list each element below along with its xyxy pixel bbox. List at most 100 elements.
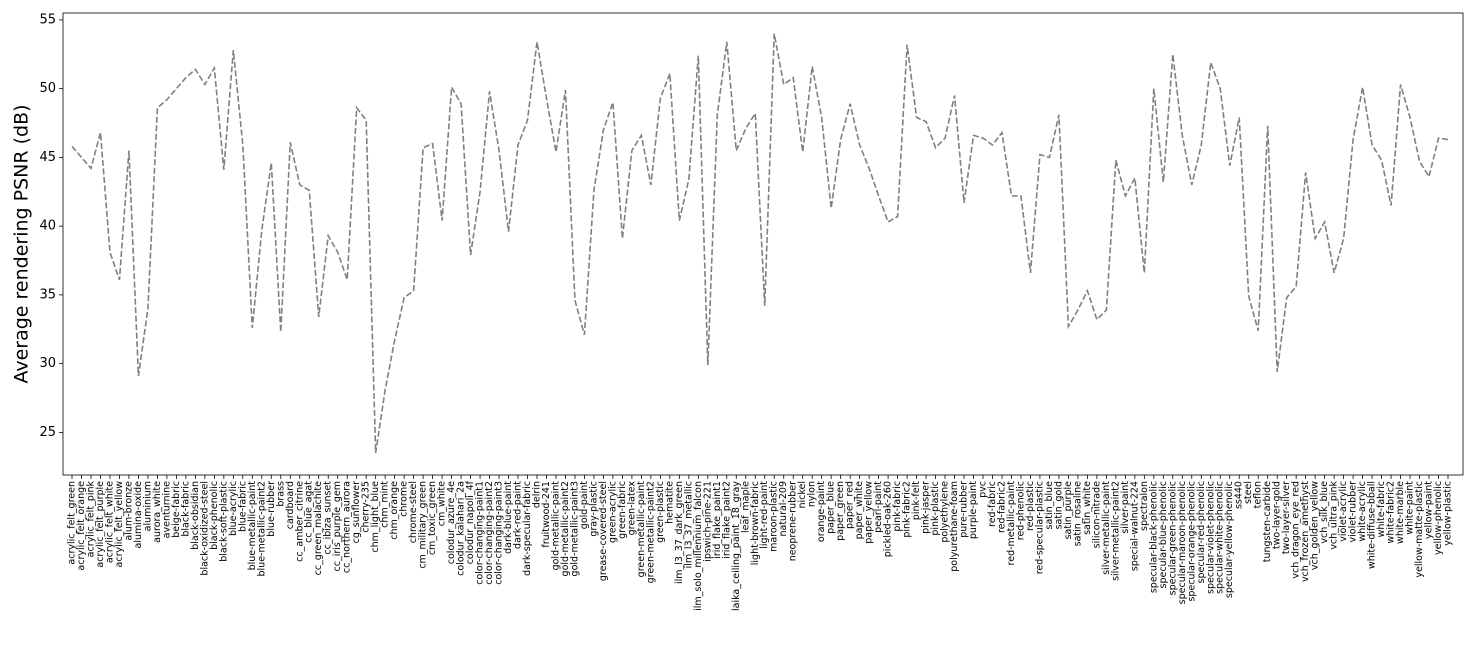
x-tick-label: black-soft-plastic xyxy=(218,481,229,562)
x-tick-label: cc_northern_aurora xyxy=(342,481,353,573)
x-tick-label: cm_toxic_green xyxy=(427,481,438,555)
x-tick-label: purple-paint xyxy=(968,481,979,539)
y-axis-label: Average rendering PSNR (dB) xyxy=(11,104,33,383)
x-tick-label: vch_golden_yellow xyxy=(1310,481,1321,570)
x-tick-label: silver-metallic-paint xyxy=(1101,481,1112,575)
x-tick-label: white-diffuse-bball xyxy=(1367,481,1378,569)
x-tick-label: ss440 xyxy=(1234,481,1245,509)
x-tick-label: violet-acrylic xyxy=(1338,481,1349,542)
x-tick-label: red-metallic-paint xyxy=(1006,481,1017,566)
x-tick-label: specular-yellow-phenolic xyxy=(1224,481,1235,598)
x-tick-label: gray-plastic xyxy=(588,481,599,537)
y-tick-label: 35 xyxy=(39,287,56,302)
x-tick-label: red-fabric xyxy=(987,481,998,527)
x-tick-label: special-walnut-224 xyxy=(1129,481,1140,571)
x-tick-label: colodur_azure_4e xyxy=(446,481,457,564)
x-tick-label: blue-metallic-paint2 xyxy=(256,481,267,576)
x-tick-label: green-acrylic xyxy=(607,481,618,543)
x-tick-label: brass xyxy=(275,481,286,507)
x-tick-label: blue-metallic-paint xyxy=(247,481,258,571)
x-tick-label: acrylic_felt_pink xyxy=(85,481,96,558)
x-tick-label: black-oxidized-steel xyxy=(199,481,210,576)
x-tick-label: chrome-steel xyxy=(408,481,419,543)
x-tick-label: acrylic_felt_orange xyxy=(76,481,87,571)
x-tick-label: dark-blue-paint xyxy=(503,481,514,554)
x-tick-label: specular-green-phenolic xyxy=(1167,481,1178,595)
x-tick-label: spectralon xyxy=(1139,481,1150,531)
x-tick-label: gold-metallic-paint3 xyxy=(569,481,580,576)
x-tick-label: hematite xyxy=(664,481,675,524)
data-line xyxy=(71,33,1449,454)
x-tick-label: cc_iris_purple_gem xyxy=(332,481,343,571)
x-tick-label: gold-metallic-paint2 xyxy=(560,481,571,576)
y-tick-label: 25 xyxy=(39,425,56,440)
x-tick-label: pure-rubber xyxy=(959,481,970,538)
x-tick-label: paper_green xyxy=(835,481,846,541)
x-tick-label: specular-white-phenolic xyxy=(1215,481,1226,594)
x-tick-label: satin_white xyxy=(1082,481,1093,535)
y-tick-label: 55 xyxy=(39,12,56,27)
x-tick-label: light-brown-fabric xyxy=(750,481,761,565)
x-tick-label: acrylic_felt_green xyxy=(67,481,78,565)
x-tick-label: pink-jasper xyxy=(921,481,932,534)
x-tick-label: blue-fabric xyxy=(237,481,248,532)
x-tick-label: beige-fabric xyxy=(171,481,182,538)
x-tick-label: aurora_white xyxy=(152,481,163,543)
x-tick-label: specular-blue-phenolic xyxy=(1158,481,1169,588)
x-tick-label: tungsten-carbide xyxy=(1262,481,1273,562)
x-tick-label: yellow-phenolic xyxy=(1433,481,1444,555)
x-tick-label: white-fabric xyxy=(1376,481,1387,537)
y-tick-label: 45 xyxy=(39,150,56,165)
x-tick-label: red-specular-plastic xyxy=(1034,481,1045,574)
y-tick-label: 30 xyxy=(39,356,56,371)
x-tick-label: cc_amber_citrine xyxy=(294,481,305,562)
plot-frame xyxy=(62,12,1464,476)
x-tick-label: green-latex xyxy=(626,481,637,536)
x-tick-label: specular-black-phenolic xyxy=(1148,481,1159,593)
x-tick-label: blue-rubber xyxy=(266,481,277,537)
x-tick-label: satin_blue xyxy=(1044,481,1055,530)
x-tick-label: vch_frozen_amethyst xyxy=(1300,481,1311,582)
x-tick-label: yellow-matte-plastic xyxy=(1414,481,1425,578)
x-tick-label: teflon xyxy=(1253,481,1264,508)
x-tick-label: paper_red xyxy=(845,481,856,529)
x-tick-label: black-obsidian xyxy=(190,481,201,550)
x-tick-label: maroon-plastic xyxy=(769,481,780,552)
x-tick-label: irid_flake_paint2 xyxy=(721,481,732,559)
x-tick-label: pvc xyxy=(978,481,989,498)
x-tick-label: acrylic_felt_purple xyxy=(95,481,106,568)
x-tick-label: ilm_l3_37_metallic xyxy=(683,481,694,568)
x-tick-label: color-changing-paint1 xyxy=(475,481,486,585)
x-tick-label: pink-fabric2 xyxy=(902,481,913,538)
x-tick-label: cherry-235 xyxy=(361,481,372,533)
x-tick-label: gold-paint xyxy=(579,481,590,529)
x-tick-label: pickled-oak-260 xyxy=(883,481,894,557)
x-tick-label: black-fabric xyxy=(180,481,191,537)
x-tick-label: green-metallic-paint2 xyxy=(645,481,656,583)
x-tick-label: silver-paint xyxy=(1120,481,1131,534)
x-tick-label: alum-bronze xyxy=(123,481,134,541)
x-tick-label: white-fabric2 xyxy=(1386,481,1397,543)
y-tick-label: 50 xyxy=(39,81,56,96)
x-tick-label: red-phenolic xyxy=(1015,481,1026,540)
x-tick-label: dark-specular-fabric xyxy=(522,481,533,576)
x-tick-label: yellow-plastic xyxy=(1443,481,1454,546)
x-tick-label: leaf_maple xyxy=(740,481,751,533)
x-tick-label: aluminium xyxy=(142,481,153,531)
x-tick-label: blue-acrylic xyxy=(228,481,239,536)
x-tick-label: ipswich-pine-221 xyxy=(702,481,713,562)
x-tick-label: pink-felt xyxy=(911,481,922,520)
x-tick-label: cm_military_green xyxy=(418,481,429,569)
x-tick-label: green-fabric xyxy=(617,481,628,539)
x-tick-label: grease-covered-steel xyxy=(598,481,609,581)
x-tick-label: white-paint xyxy=(1405,481,1416,535)
x-tick-label: paper_white xyxy=(854,481,865,540)
x-tick-label: laika_ceiling_paint_18_gray xyxy=(731,481,742,611)
x-tick-label: chm_orange xyxy=(389,481,400,540)
x-tick-label: light-red-paint xyxy=(759,481,770,549)
x-tick-label: chm_light_blue xyxy=(370,481,381,553)
x-tick-label: polyurethane-foam xyxy=(949,481,960,572)
x-tick-label: chm_mint xyxy=(380,481,391,528)
x-tick-label: cc_green_malachite xyxy=(313,481,324,576)
